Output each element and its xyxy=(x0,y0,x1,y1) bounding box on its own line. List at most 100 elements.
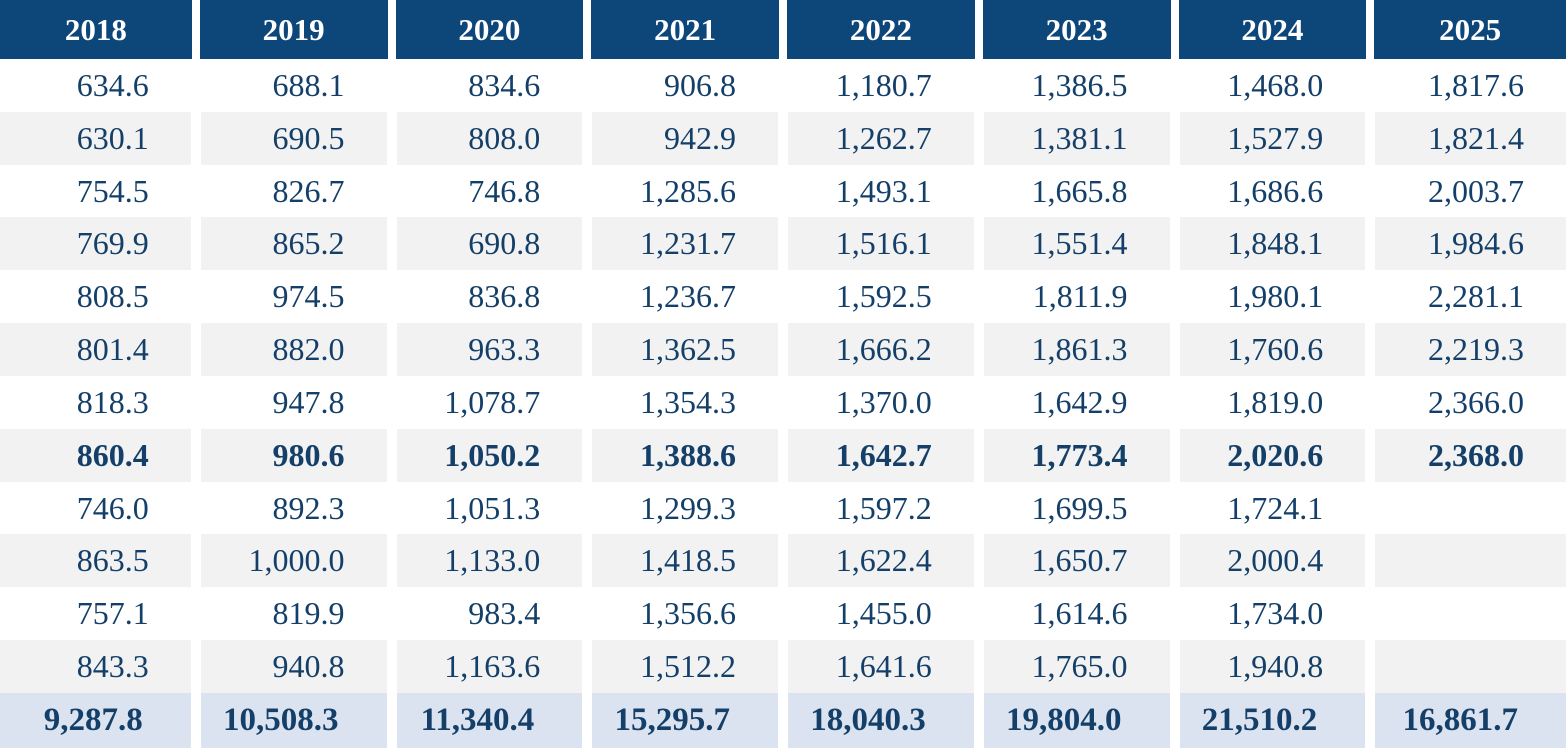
data-cell: 634.6 xyxy=(0,59,201,112)
data-cell: 754.5 xyxy=(0,164,201,218)
table-body: 634.6 688.1 834.6 906.8 1,180.7 1,386.5 1,468.… xyxy=(0,59,1566,693)
data-cell: 963.3 xyxy=(391,323,593,376)
data-cell: 1,642.7 xyxy=(783,428,984,482)
data-cell: 882.0 xyxy=(195,323,397,376)
data-cell: 1,765.0 xyxy=(978,640,1180,693)
data-cell: 1,386.5 xyxy=(978,59,1180,112)
table-row: 801.4 882.0 963.3 1,362.5 1,666.2 1,861.3 1,76… xyxy=(0,323,1566,376)
data-cell: 863.5 xyxy=(0,534,201,588)
data-cell: 1,699.5 xyxy=(978,481,1180,535)
data-cell: 947.8 xyxy=(195,375,397,429)
year-header-row: 2018 2019 2020 2021 2022 2023 2024 2025 xyxy=(0,0,1566,59)
data-cell: 1,370.0 xyxy=(783,375,984,429)
data-cell: 769.9 xyxy=(0,217,201,271)
data-cell: 836.8 xyxy=(391,270,593,324)
data-cell: 1,516.1 xyxy=(783,217,984,271)
data-cell: 757.1 xyxy=(0,587,201,641)
year-header-cell: 2023 xyxy=(978,0,1179,59)
data-cell: 1,381.1 xyxy=(978,111,1180,165)
data-cell: 1,650.7 xyxy=(978,534,1180,588)
year-header-cell: 2024 xyxy=(1174,0,1375,59)
data-cell: 892.3 xyxy=(195,481,397,535)
data-cell: 1,665.8 xyxy=(978,164,1180,218)
data-cell xyxy=(1370,534,1566,588)
table-row: 860.4 980.6 1,050.2 1,388.6 1,642.7 1,773.4 2,… xyxy=(0,428,1566,482)
data-cell: 1,180.7 xyxy=(783,59,984,112)
total-cell: 9,287.8 xyxy=(0,693,201,748)
data-cell: 808.5 xyxy=(0,270,201,324)
data-cell xyxy=(1370,587,1566,641)
data-cell: 688.1 xyxy=(195,59,397,112)
data-cell: 1,811.9 xyxy=(978,270,1180,324)
data-cell: 906.8 xyxy=(587,59,788,112)
data-cell: 1,551.4 xyxy=(978,217,1180,271)
data-cell: 1,231.7 xyxy=(587,217,788,271)
data-cell: 1,980.1 xyxy=(1174,270,1376,324)
data-cell: 1,527.9 xyxy=(1174,111,1376,165)
data-cell: 801.4 xyxy=(0,323,201,376)
year-header-cell: 2022 xyxy=(783,0,983,59)
data-cell: 865.2 xyxy=(195,217,397,271)
data-cell: 1,734.0 xyxy=(1174,587,1376,641)
total-cell: 10,508.3 xyxy=(195,693,397,748)
data-cell: 1,236.7 xyxy=(587,270,788,324)
data-cell: 1,724.1 xyxy=(1174,481,1376,535)
year-header-cell: 2025 xyxy=(1370,0,1566,59)
data-cell: 1,940.8 xyxy=(1174,640,1376,693)
table-row: 863.5 1,000.0 1,133.0 1,418.5 1,622.4 1,650.7… xyxy=(0,534,1566,588)
data-cell: 1,861.3 xyxy=(978,323,1180,376)
data-cell: 2,366.0 xyxy=(1370,375,1566,429)
data-cell: 746.0 xyxy=(0,481,201,535)
data-cell: 1,299.3 xyxy=(587,481,788,535)
data-cell: 1,133.0 xyxy=(391,534,593,588)
data-cell: 2,281.1 xyxy=(1370,270,1566,324)
data-cell xyxy=(1370,640,1566,693)
year-header-cell: 2019 xyxy=(195,0,396,59)
data-cell xyxy=(1370,481,1566,535)
data-cell: 1,817.6 xyxy=(1370,59,1566,112)
table-row: 754.5 826.7 746.8 1,285.6 1,493.1 1,665.8 1,68… xyxy=(0,164,1566,218)
data-cell: 1,354.3 xyxy=(587,375,788,429)
data-cell: 818.3 xyxy=(0,375,201,429)
data-cell: 1,642.9 xyxy=(978,375,1180,429)
total-cell: 15,295.7 xyxy=(587,693,788,748)
table-row: 630.1 690.5 808.0 942.9 1,262.7 1,381.1 1,527.… xyxy=(0,111,1566,165)
data-cell: 2,000.4 xyxy=(1174,534,1376,588)
data-cell: 1,388.6 xyxy=(587,428,788,482)
data-cell: 1,984.6 xyxy=(1370,217,1566,271)
data-cell: 983.4 xyxy=(391,587,593,641)
totals-row: 9,287.8 10,508.3 11,340.4 15,295.7 18,040.3 1… xyxy=(0,693,1566,748)
data-cell: 860.4 xyxy=(0,428,201,482)
data-cell: 2,368.0 xyxy=(1370,428,1566,482)
table-row: 818.3 947.8 1,078.7 1,354.3 1,370.0 1,642.9 1,… xyxy=(0,375,1566,429)
data-cell: 746.8 xyxy=(391,164,593,218)
year-header-cell: 2021 xyxy=(587,0,787,59)
data-cell: 980.6 xyxy=(195,428,397,482)
data-cell: 1,641.6 xyxy=(783,640,984,693)
data-cell: 1,819.0 xyxy=(1174,375,1376,429)
data-cell: 1,512.2 xyxy=(587,640,788,693)
data-cell: 974.5 xyxy=(195,270,397,324)
data-cell: 1,362.5 xyxy=(587,323,788,376)
data-cell: 1,050.2 xyxy=(391,428,593,482)
data-cell: 1,760.6 xyxy=(1174,323,1376,376)
table-header: 2018 2019 2020 2021 2022 2023 2024 2025 xyxy=(0,0,1566,59)
table-row: 634.6 688.1 834.6 906.8 1,180.7 1,386.5 1,468.… xyxy=(0,59,1566,112)
data-cell: 1,622.4 xyxy=(783,534,984,588)
data-cell: 1,262.7 xyxy=(783,111,984,165)
data-cell: 1,418.5 xyxy=(587,534,788,588)
data-cell: 1,356.6 xyxy=(587,587,788,641)
data-cell: 940.8 xyxy=(195,640,397,693)
data-cell: 690.5 xyxy=(195,111,397,165)
data-cell: 808.0 xyxy=(391,111,593,165)
table-row: 746.0 892.3 1,051.3 1,299.3 1,597.2 1,699.5 1,… xyxy=(0,481,1566,535)
data-cell: 843.3 xyxy=(0,640,201,693)
data-cell: 2,219.3 xyxy=(1370,323,1566,376)
data-cell: 819.9 xyxy=(195,587,397,641)
total-cell: 21,510.2 xyxy=(1174,693,1376,748)
data-cell: 1,686.6 xyxy=(1174,164,1376,218)
data-cell: 1,468.0 xyxy=(1174,59,1376,112)
data-cell: 1,666.2 xyxy=(783,323,984,376)
data-cell: 1,821.4 xyxy=(1370,111,1566,165)
